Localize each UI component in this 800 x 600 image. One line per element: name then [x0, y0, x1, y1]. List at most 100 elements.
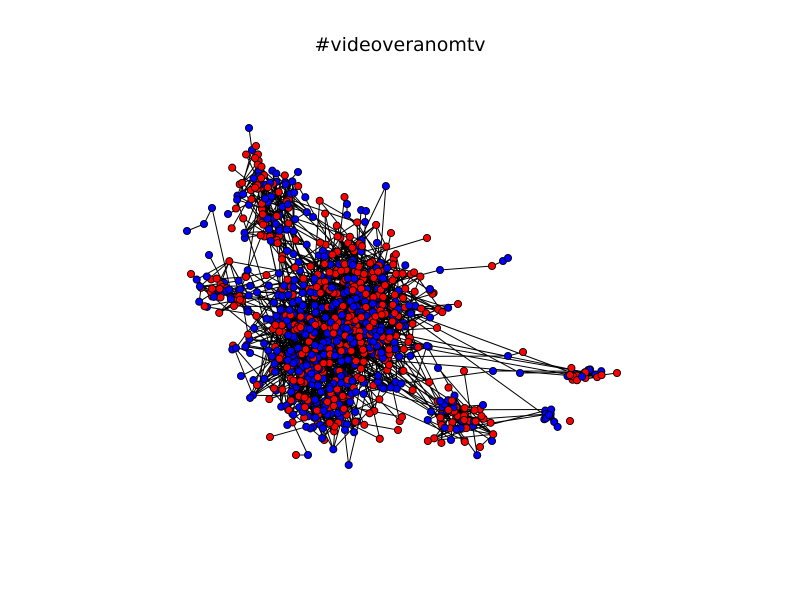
- graph-node-red: [385, 360, 394, 369]
- graph-node-blue: [311, 308, 320, 317]
- graph-node-red: [290, 263, 300, 272]
- graph-node-blue: [307, 350, 316, 359]
- graph-node-blue: [286, 346, 295, 355]
- graph-edge: [454, 395, 494, 435]
- graph-node-blue: [291, 215, 300, 224]
- graph-node-red: [282, 363, 291, 372]
- graph-node-blue: [223, 209, 233, 219]
- graph-node-blue: [342, 210, 352, 220]
- graph-node-red: [319, 359, 328, 368]
- graph-edge: [437, 367, 475, 411]
- graph-node-red: [274, 188, 283, 197]
- graph-edge: [259, 324, 276, 385]
- graph-node-red: [337, 266, 346, 275]
- graph-node-blue: [422, 341, 431, 350]
- graph-node-blue: [253, 288, 262, 297]
- graph-node-red: [360, 420, 369, 429]
- graph-node-blue: [225, 285, 234, 294]
- graph-edge: [392, 304, 521, 374]
- graph-node-red: [215, 308, 224, 317]
- graph-node-red: [257, 162, 266, 171]
- graph-node-blue: [199, 219, 209, 229]
- graph-node-blue: [379, 274, 388, 283]
- graph-node-red: [369, 273, 378, 282]
- graph-node-blue: [311, 413, 320, 422]
- graph-node-red: [227, 224, 236, 233]
- graph-edge: [363, 353, 430, 383]
- graph-node-blue: [425, 284, 435, 294]
- graph-node-red: [329, 401, 338, 410]
- graph-node-blue: [348, 261, 357, 270]
- graph-node-red: [432, 323, 442, 333]
- graph-node-blue: [395, 352, 404, 361]
- graph-node-red: [351, 417, 360, 426]
- graph-node-red: [388, 276, 397, 285]
- graph-node-red: [423, 436, 432, 446]
- graph-node-red: [356, 364, 365, 373]
- graph-node-red: [444, 383, 453, 392]
- graph-node-blue: [361, 206, 371, 216]
- graph-node-red: [355, 332, 364, 341]
- graph-node-red: [437, 438, 446, 447]
- graph-edge: [427, 410, 546, 442]
- graph-node-blue: [244, 291, 253, 300]
- graph-node-red: [399, 366, 408, 375]
- graph-node-blue: [231, 343, 241, 353]
- graph-node-red: [316, 238, 325, 247]
- graph-node-red: [277, 255, 287, 264]
- graph-node-red: [291, 235, 300, 245]
- graph-node-blue: [260, 374, 269, 383]
- graph-node-red: [408, 386, 417, 395]
- graph-node-blue: [290, 276, 299, 285]
- graph-node-blue: [351, 387, 360, 397]
- graph-node-red: [339, 404, 348, 413]
- graph-node-red: [470, 406, 479, 415]
- graph-node-blue: [318, 434, 327, 443]
- graph-node-red: [345, 232, 354, 241]
- graph-node-red: [231, 204, 241, 213]
- graph-node-red: [393, 425, 403, 435]
- graph-node-blue: [274, 269, 283, 278]
- graph-node-blue: [368, 299, 377, 308]
- graph-node-blue: [283, 420, 292, 430]
- graph-node-blue: [435, 265, 445, 275]
- graph-node-red: [228, 163, 237, 172]
- graph-edge: [332, 381, 396, 450]
- graph-node-blue: [503, 351, 513, 361]
- graph-node-blue: [298, 301, 307, 310]
- graph-edge: [232, 345, 254, 396]
- graph-edge: [393, 321, 404, 371]
- graph-node-red: [385, 333, 394, 342]
- graph-node-red: [489, 430, 498, 439]
- graph-node-red: [361, 302, 371, 312]
- graph-node-blue: [340, 425, 350, 435]
- graph-node-blue: [192, 275, 201, 284]
- graph-node-red: [597, 371, 606, 380]
- graph-node-red: [242, 150, 251, 159]
- graph-node-blue: [406, 309, 415, 318]
- graph-node-blue: [243, 266, 252, 275]
- graph-edge: [196, 260, 230, 281]
- graph-node-blue: [406, 351, 415, 360]
- graph-node-red: [475, 442, 485, 452]
- graph-edge: [319, 200, 358, 223]
- node-layer: [182, 123, 622, 470]
- graph-node-red: [486, 418, 495, 427]
- graph-node-red: [263, 183, 272, 192]
- graph-node-blue: [283, 246, 292, 255]
- graph-node-blue: [283, 356, 292, 365]
- graph-node-blue: [319, 406, 328, 415]
- graph-node-red: [250, 153, 260, 163]
- graph-node-blue: [345, 334, 355, 343]
- graph-edge: [356, 222, 382, 264]
- graph-node-red: [304, 337, 313, 346]
- graph-node-red: [320, 259, 329, 268]
- graph-node-red: [347, 346, 356, 355]
- graph-node-blue: [250, 324, 259, 333]
- graph-node-red: [565, 370, 575, 380]
- graph-node-red: [337, 346, 346, 356]
- graph-node-blue: [386, 383, 395, 392]
- graph-node-red: [471, 417, 480, 426]
- graph-node-blue: [262, 314, 271, 323]
